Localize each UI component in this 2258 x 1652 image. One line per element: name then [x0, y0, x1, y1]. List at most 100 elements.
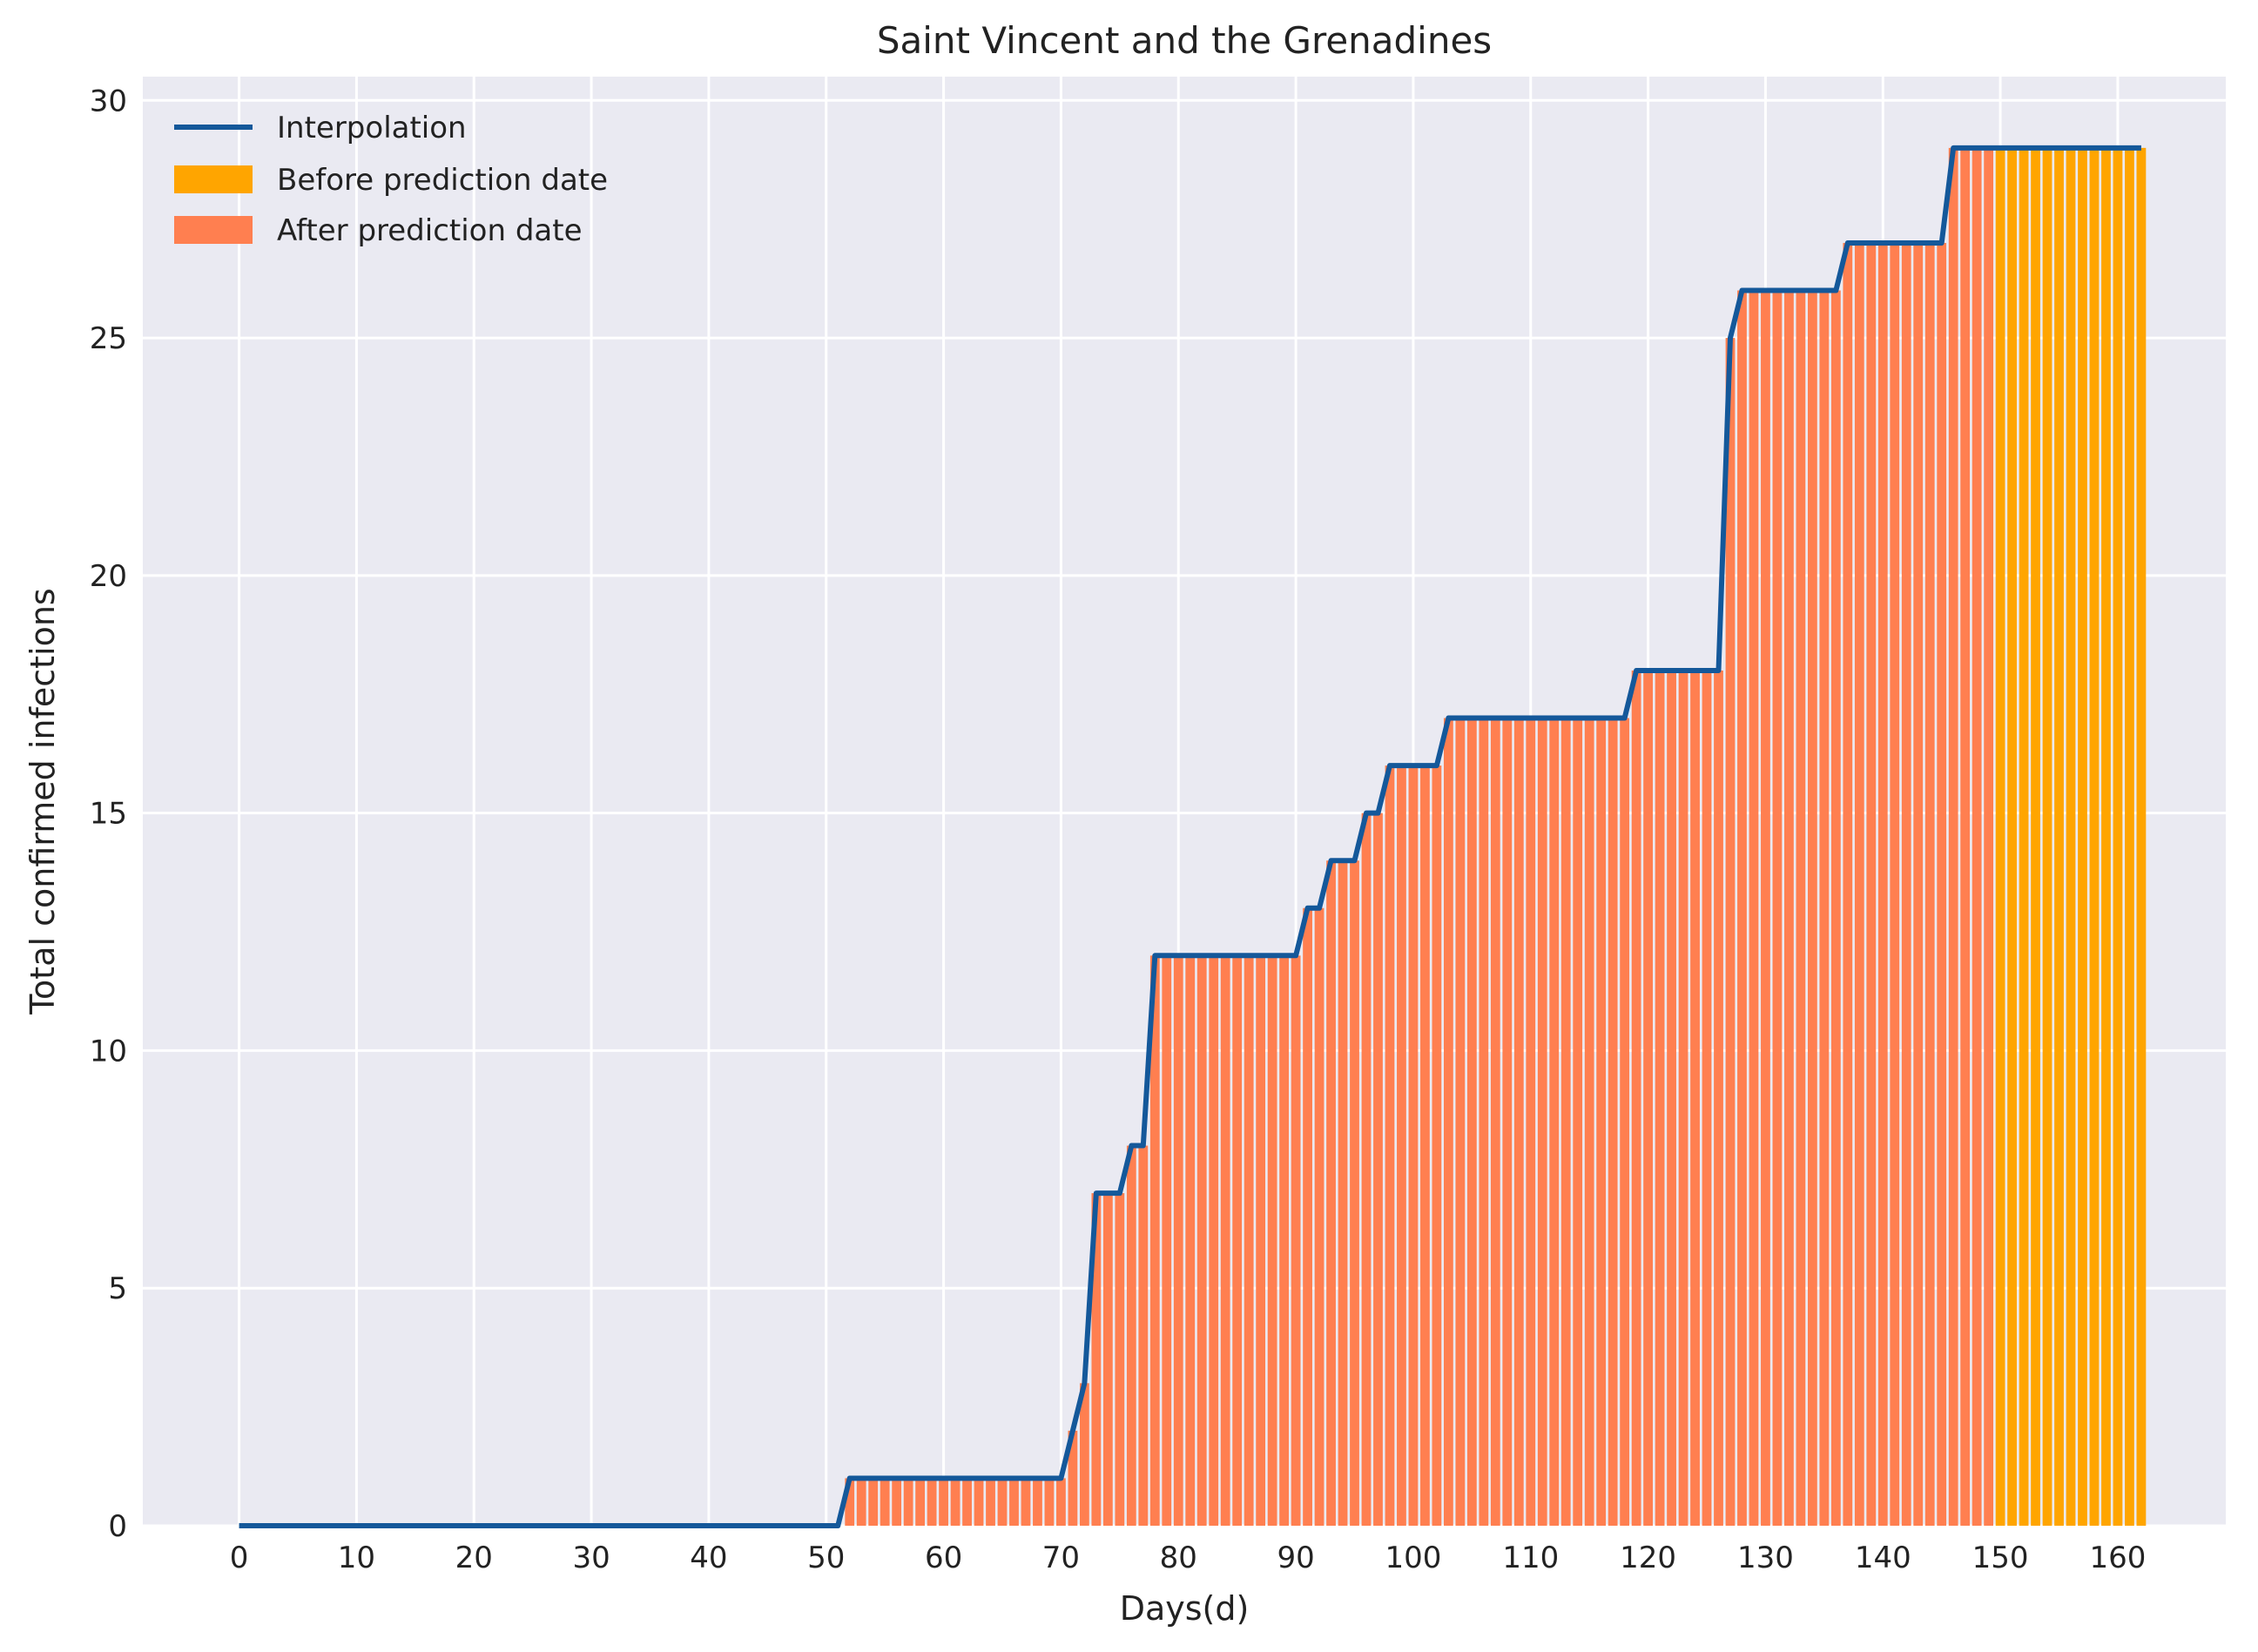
bar: [1877, 242, 1888, 1526]
bar: [2019, 147, 2029, 1526]
bar: [1397, 765, 1406, 1526]
bar: [1408, 765, 1419, 1526]
bar: [1537, 718, 1547, 1526]
bar: [1267, 955, 1277, 1526]
chart-title: Saint Vincent and the Grenadines: [877, 19, 1492, 62]
x-tick-label: 160: [2089, 1541, 2146, 1575]
bar: [1279, 955, 1290, 1526]
bar: [974, 1478, 984, 1526]
bar: [1209, 955, 1219, 1526]
bar: [1079, 1383, 1089, 1526]
bar: [1584, 718, 1594, 1526]
bar: [1749, 290, 1759, 1527]
bar: [1526, 718, 1536, 1526]
bar: [1126, 1145, 1136, 1526]
x-tick-label: 120: [1620, 1541, 1676, 1575]
bar: [1924, 242, 1935, 1526]
bar: [1068, 1430, 1078, 1526]
bar: [1502, 718, 1513, 1526]
y-tick-label: 30: [90, 84, 127, 118]
y-tick-label: 10: [90, 1034, 127, 1069]
bar: [1948, 147, 1958, 1526]
bar: [903, 1478, 913, 1526]
bar: [1678, 670, 1688, 1526]
x-axis-title: Days(d): [1120, 1589, 1250, 1628]
legend-label-interpolation: Interpolation: [277, 111, 467, 145]
bar: [1350, 860, 1359, 1526]
bar: [1244, 955, 1254, 1526]
bar: [868, 1478, 879, 1526]
bar: [1655, 670, 1665, 1526]
bar: [1714, 670, 1723, 1526]
bar: [1056, 1478, 1066, 1526]
bar: [1972, 147, 1982, 1526]
x-tick-label: 150: [1972, 1541, 2029, 1575]
x-tick-label: 0: [230, 1541, 249, 1575]
bar: [1466, 718, 1477, 1526]
legend-label-before: Before prediction date: [277, 163, 608, 198]
bar: [1608, 718, 1618, 1526]
bar: [1232, 955, 1243, 1526]
bar: [1149, 955, 1160, 1526]
bar: [1890, 242, 1900, 1526]
interpolation-line: [239, 145, 2141, 1528]
bar: [1513, 718, 1524, 1526]
bar: [1033, 1478, 1042, 1526]
bar: [962, 1478, 972, 1526]
bar: [1373, 813, 1383, 1526]
bar: [1196, 955, 1207, 1526]
bar: [1866, 242, 1877, 1526]
bar: [1819, 290, 1830, 1527]
y-axis-title: Total confirmed infections: [24, 588, 62, 1015]
bar: [1772, 290, 1783, 1527]
bar: [1009, 1478, 1019, 1526]
x-tick-label: 140: [1855, 1541, 1911, 1575]
bar: [1091, 1193, 1102, 1526]
x-tick-label: 50: [807, 1541, 845, 1575]
y-tick-label: 20: [90, 559, 127, 594]
bar: [1631, 670, 1641, 1526]
legend-label-after: After prediction date: [277, 213, 583, 248]
bar: [986, 1478, 995, 1526]
bar: [1021, 1478, 1031, 1526]
legend: Interpolation Before prediction date Aft…: [174, 111, 608, 248]
bar: [1560, 718, 1571, 1526]
y-tick-labels: 0 5 10 15 20 25 30: [90, 84, 127, 1544]
interpolation-line-layer: [239, 145, 2141, 1528]
bar: [1725, 338, 1736, 1527]
bar: [1361, 813, 1372, 1526]
bar: [1291, 955, 1301, 1526]
bar: [950, 1478, 960, 1526]
bar: [892, 1478, 902, 1526]
bar: [1185, 955, 1196, 1526]
bar: [1303, 907, 1312, 1526]
y-tick-label: 25: [90, 321, 127, 356]
bar: [1138, 1145, 1149, 1526]
bar: [2113, 147, 2123, 1526]
bar: [2031, 147, 2040, 1526]
bar: [880, 1478, 890, 1526]
bar: [2054, 147, 2064, 1526]
bar: [2042, 147, 2052, 1526]
bar: [915, 1478, 926, 1526]
x-tick-label: 70: [1042, 1541, 1080, 1575]
y-tick-label: 5: [108, 1271, 127, 1306]
bar: [1044, 1478, 1055, 1526]
bar: [1420, 765, 1430, 1526]
bar: [1937, 242, 1947, 1526]
bar: [2089, 147, 2100, 1526]
x-tick-label: 130: [1737, 1541, 1794, 1575]
bar: [1596, 718, 1607, 1526]
bar: [2136, 147, 2147, 1526]
bar: [1913, 242, 1924, 1526]
bar: [1115, 1193, 1125, 1526]
bar: [1338, 860, 1348, 1526]
bar: [1573, 718, 1583, 1526]
legend-swatch-after: [174, 216, 253, 244]
bar: [2007, 147, 2017, 1526]
bar: [1256, 955, 1266, 1526]
bar: [1479, 718, 1489, 1526]
bar: [1843, 242, 1853, 1526]
bar: [1162, 955, 1172, 1526]
x-tick-label: 100: [1385, 1541, 1441, 1575]
